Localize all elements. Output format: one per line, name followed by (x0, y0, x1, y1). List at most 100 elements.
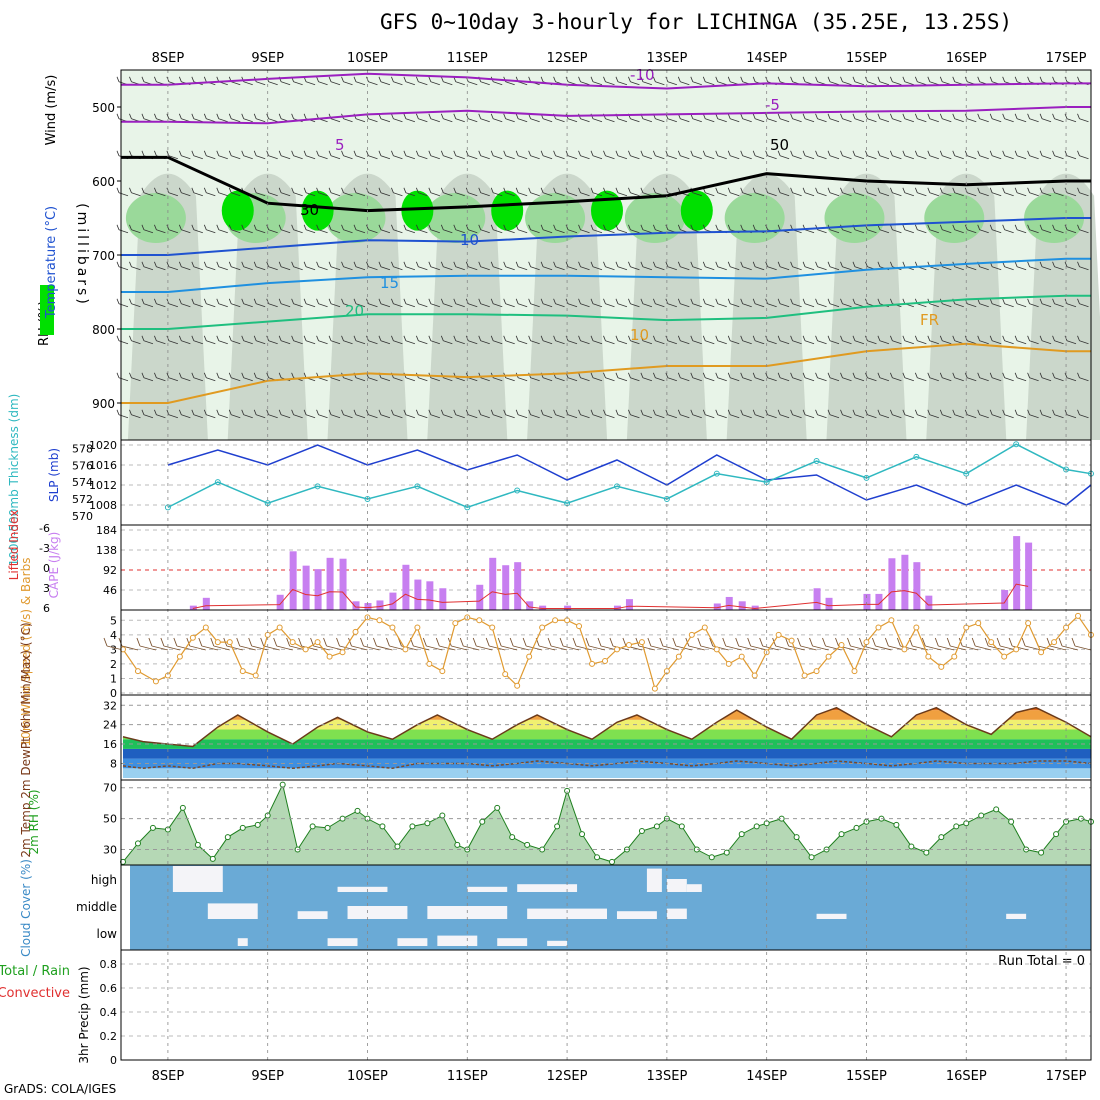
wind-barb (191, 298, 203, 308)
wind-barb (802, 298, 815, 308)
wind-barb (191, 335, 203, 345)
wind-barb (865, 113, 877, 123)
wind-barb (1039, 187, 1052, 197)
cape-bar (913, 562, 921, 610)
wind-barb (890, 224, 902, 234)
wind-barb (715, 298, 727, 308)
wind-barb (353, 187, 366, 197)
wind-barb (216, 150, 228, 160)
wind-barb (802, 187, 815, 197)
rh2m-point (424, 820, 431, 827)
wind-speed-point (651, 685, 658, 692)
wind-barb (316, 298, 328, 308)
wind-barb (553, 150, 565, 160)
wind-barb (1064, 113, 1077, 123)
cape-bar (352, 601, 360, 610)
wind-barb (590, 187, 603, 197)
wind-speed-point (302, 646, 309, 653)
wind-barb (902, 187, 914, 197)
wind-barb (977, 335, 989, 345)
wind-barb (603, 150, 615, 160)
wind-barb-10m (871, 637, 892, 651)
wind-speed-point (389, 624, 396, 631)
wind-barb (590, 224, 603, 234)
cloud-middle-block (616, 911, 657, 919)
wind-barb (827, 261, 840, 271)
wind-barb (727, 150, 740, 160)
wind-barb (939, 335, 952, 345)
wind-barb (640, 372, 653, 382)
wind-speed-point (426, 660, 433, 667)
wind-barb (353, 224, 366, 234)
time-label-bottom: 8SEP (152, 1069, 185, 1084)
wind-barb (241, 372, 253, 382)
rh2m-point (893, 821, 900, 828)
wind-barb (765, 113, 777, 123)
wind-barb (590, 298, 603, 308)
wind-speed-point (701, 624, 708, 631)
wind-barb (428, 150, 440, 160)
wind-barb (553, 409, 565, 419)
wind-barb (827, 298, 840, 308)
precip-tick-label: 0 (110, 1054, 117, 1067)
wind-barb (777, 150, 790, 160)
wind-barb (391, 298, 403, 308)
wind-barb (628, 150, 640, 160)
wind-barb (1064, 261, 1077, 271)
wind-barb (802, 335, 815, 345)
thickness-point (813, 458, 820, 465)
wind-barb (914, 409, 927, 419)
rh-blob-mid (325, 193, 386, 243)
cape-bar (389, 592, 397, 610)
wind-barb (1052, 261, 1064, 271)
wind-barb (989, 409, 1002, 419)
time-label-top: 9SEP (251, 51, 284, 66)
wind-barb (952, 372, 964, 382)
wind-speed-point (713, 646, 720, 653)
wind-barb (478, 261, 490, 271)
panel-frame-precip (120, 949, 1092, 1061)
wind-barb (403, 224, 416, 234)
thickness-point (364, 495, 371, 502)
wind-barb (603, 261, 615, 271)
wind-barb (515, 261, 528, 271)
temp-line (122, 706, 1092, 748)
wind-speed-point (851, 668, 858, 675)
wind-barb (790, 187, 802, 197)
cape-bar (725, 596, 733, 610)
wind-barb (877, 187, 890, 197)
wind-speed-point (951, 653, 958, 660)
wind-speed-point (863, 639, 870, 646)
wind-barb (266, 261, 278, 271)
wind-barb (702, 261, 715, 271)
wind-barb (815, 298, 827, 308)
wind-tick-label: 3 (110, 643, 117, 656)
wind-barb (815, 150, 827, 160)
wind-barb (914, 372, 927, 382)
wind-barb-10m (186, 637, 206, 651)
wind-barb (1064, 224, 1077, 234)
temp-band (122, 768, 1091, 778)
time-label-bottom: 16SEP (946, 1069, 987, 1084)
wind-barb-10m (435, 637, 456, 651)
cape-bar (426, 581, 434, 610)
wind-barb (603, 298, 615, 308)
wind-barb (914, 150, 927, 160)
rh2m-point (179, 804, 186, 811)
wind-barb (964, 372, 977, 382)
wind-speed-point (439, 668, 446, 675)
wind-barb (840, 372, 852, 382)
cape-bar (713, 603, 721, 610)
wind-barb (1077, 409, 1089, 419)
rh2m-point (838, 831, 845, 838)
cloud-low-block (327, 938, 358, 946)
wind-barb (590, 372, 603, 382)
wind-speed-point (339, 649, 346, 656)
wind-speed-point (725, 660, 732, 667)
wind-speed-point (289, 639, 296, 646)
wind-barb (1002, 409, 1014, 419)
wind-barb (391, 150, 403, 160)
wind-barb (852, 372, 865, 382)
cloud-row-label: low (97, 927, 118, 941)
wind-speed-point (489, 624, 496, 631)
